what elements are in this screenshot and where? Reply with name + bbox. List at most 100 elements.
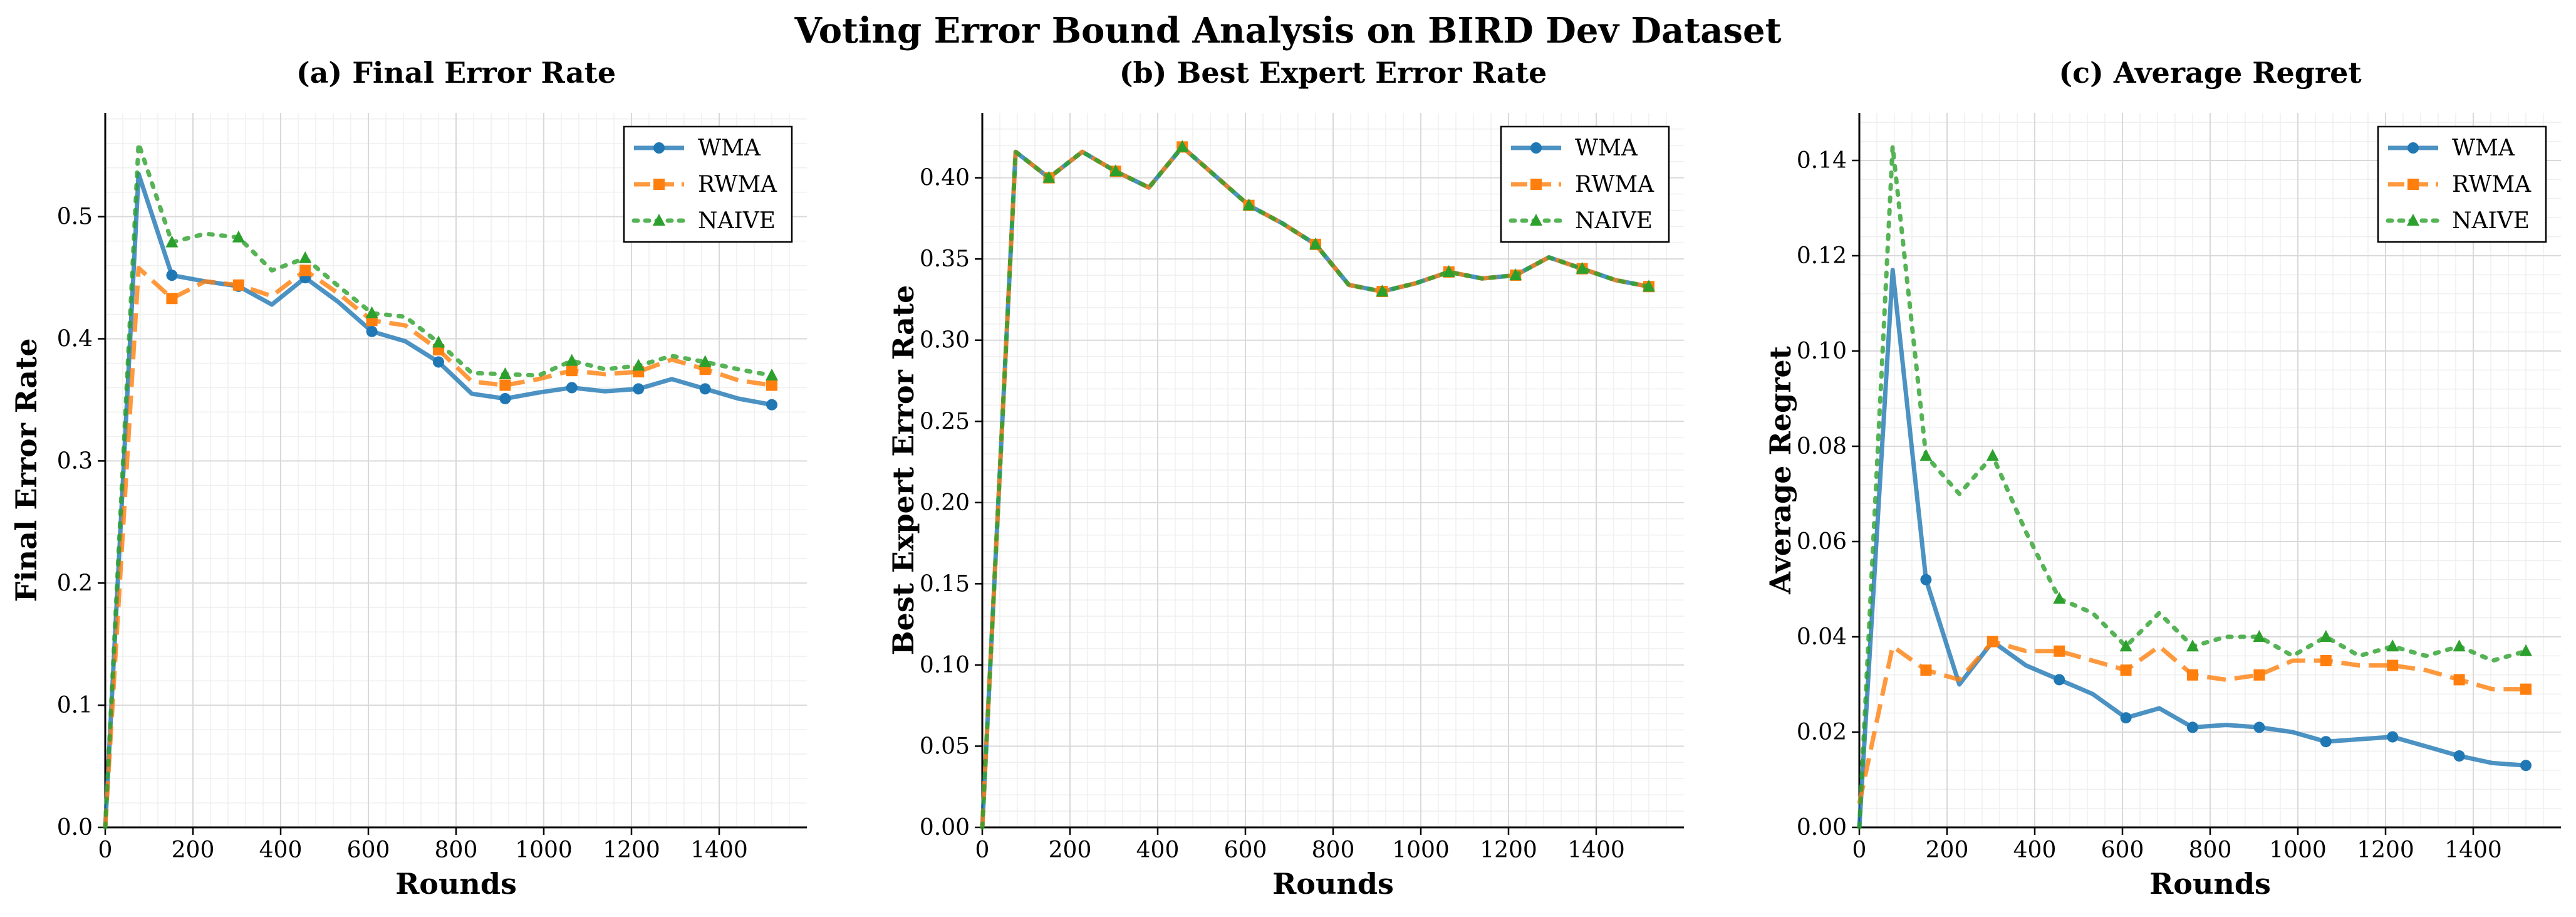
data-point-naive xyxy=(2453,639,2466,652)
y-tick-label: 0.04 xyxy=(1797,624,1847,650)
legend-label-rwma: RWMA xyxy=(698,172,777,197)
y-tick-label: 0.4 xyxy=(57,327,93,352)
legend-label-naive: NAIVE xyxy=(2452,208,2530,234)
data-point-naive xyxy=(499,367,512,380)
chart-title: (a) Final Error Rate xyxy=(296,56,616,90)
data-point-naive xyxy=(1309,237,1322,249)
legend-label-wma: WMA xyxy=(698,135,761,161)
data-point-wma xyxy=(499,393,511,404)
data-point-rwma xyxy=(232,279,244,291)
legend-label-rwma: RWMA xyxy=(2452,172,2532,197)
y-tick-label: 0.15 xyxy=(920,571,970,597)
data-point-naive xyxy=(2319,630,2332,642)
y-tick-label: 0.2 xyxy=(57,570,93,596)
y-tick-label: 0.30 xyxy=(920,328,970,354)
data-point-wma xyxy=(2320,736,2332,748)
y-tick-label: 0.12 xyxy=(1797,243,1847,269)
y-tick-label: 0.1 xyxy=(57,693,93,718)
data-point-naive xyxy=(2053,592,2066,604)
y-tick-label: 0.25 xyxy=(920,409,970,434)
data-point-naive xyxy=(565,354,578,366)
data-point-naive xyxy=(232,230,245,243)
panel-best-expert-error-rate: 0 200 400 600 800 1000 1200 1400 0.00 0.05 0.10 0.1… xyxy=(886,56,1684,901)
legend: WMA RWMA NAIVE xyxy=(1500,125,1670,243)
x-tick-label: 400 xyxy=(259,837,303,863)
x-tick-label: 1400 xyxy=(1567,837,1625,863)
y-tick-label: 0.0 xyxy=(57,815,93,841)
data-point-rwma xyxy=(2387,659,2399,671)
x-tick-label: 0 xyxy=(98,837,113,863)
x-tick-label: 1000 xyxy=(515,837,573,863)
data-point-rwma xyxy=(766,379,777,391)
x-tick-label: 0 xyxy=(975,837,990,863)
x-tick-label: 0 xyxy=(1852,837,1867,863)
data-point-wma xyxy=(2520,760,2532,772)
x-tick-label: 400 xyxy=(1136,837,1180,863)
x-tick-label: 200 xyxy=(1926,837,1969,863)
data-point-rwma xyxy=(499,379,511,391)
data-point-naive xyxy=(165,235,179,248)
data-point-wma xyxy=(566,382,578,394)
x-tick-label: 200 xyxy=(1049,837,1092,863)
legend-marker-rwma xyxy=(653,179,665,190)
data-point-naive xyxy=(2253,630,2266,642)
legend-label-rwma: RWMA xyxy=(1575,172,1654,197)
x-tick-label: 800 xyxy=(1312,837,1355,863)
x-tick-label: 1400 xyxy=(2444,837,2502,863)
data-point-naive xyxy=(365,306,378,318)
y-axis-label: Average Regret xyxy=(1763,345,1797,594)
y-tick-label: 0.14 xyxy=(1797,148,1847,174)
legend: WMA RWMA NAIVE xyxy=(2377,125,2547,243)
y-axis-label: Final Error Rate xyxy=(9,338,43,602)
data-point-rwma xyxy=(2320,655,2332,666)
data-point-rwma xyxy=(166,293,178,305)
data-point-naive xyxy=(1242,198,1255,211)
data-point-rwma xyxy=(2253,669,2265,681)
minor-grid xyxy=(105,113,807,827)
data-point-wma xyxy=(2387,731,2399,743)
y-tick-label: 0.35 xyxy=(920,246,970,272)
data-point-naive xyxy=(1176,140,1189,152)
legend-label-wma: WMA xyxy=(2452,135,2515,161)
data-point-naive xyxy=(632,359,645,371)
data-point-wma xyxy=(766,399,777,411)
x-tick-label: 1200 xyxy=(603,837,660,863)
data-point-naive xyxy=(432,335,445,348)
data-point-naive xyxy=(1442,265,1455,277)
chart-title: (b) Best Expert Error Rate xyxy=(1119,56,1547,90)
x-tick-label: 800 xyxy=(435,837,478,863)
y-tick-label: 0.08 xyxy=(1797,434,1847,459)
chart-title: (c) Average Regret xyxy=(2059,56,2362,90)
data-point-rwma xyxy=(2120,664,2132,676)
legend: WMA RWMA NAIVE xyxy=(623,125,793,243)
legend-marker-naive xyxy=(653,214,665,226)
data-point-rwma xyxy=(566,365,578,377)
x-tick-label: 400 xyxy=(2013,837,2057,863)
y-tick-label: 0.20 xyxy=(920,490,970,516)
x-tick-label: 1400 xyxy=(690,837,748,863)
panel-final-error-rate: 0 200 400 600 800 1000 1200 1400 0.0 0.1 0.2 0.3 0.4… xyxy=(9,56,807,901)
data-point-wma xyxy=(433,356,444,368)
legend-label-naive: NAIVE xyxy=(698,208,776,234)
data-point-naive xyxy=(1986,449,1999,461)
data-point-rwma xyxy=(2520,683,2532,695)
x-axis-label: Rounds xyxy=(2149,867,2271,901)
legend-marker-rwma xyxy=(1530,179,1542,190)
y-tick-label: 0.00 xyxy=(920,815,970,841)
data-point-naive xyxy=(699,355,712,367)
legend-label-naive: NAIVE xyxy=(1575,208,1653,234)
data-point-rwma xyxy=(2453,674,2465,686)
x-tick-label: 1200 xyxy=(2357,837,2414,863)
data-point-rwma xyxy=(1987,636,1998,647)
data-point-rwma xyxy=(299,265,311,276)
figure-title: Voting Error Bound Analysis on BIRD Dev … xyxy=(794,10,1782,51)
data-point-rwma xyxy=(2187,669,2198,681)
data-point-naive xyxy=(1042,170,1056,183)
data-point-wma xyxy=(2253,721,2265,733)
data-point-wma xyxy=(2453,750,2465,762)
data-point-naive xyxy=(2119,639,2132,652)
data-point-naive xyxy=(1376,285,1389,296)
y-tick-label: 0.10 xyxy=(1797,338,1847,364)
legend-marker-wma xyxy=(2407,142,2419,154)
